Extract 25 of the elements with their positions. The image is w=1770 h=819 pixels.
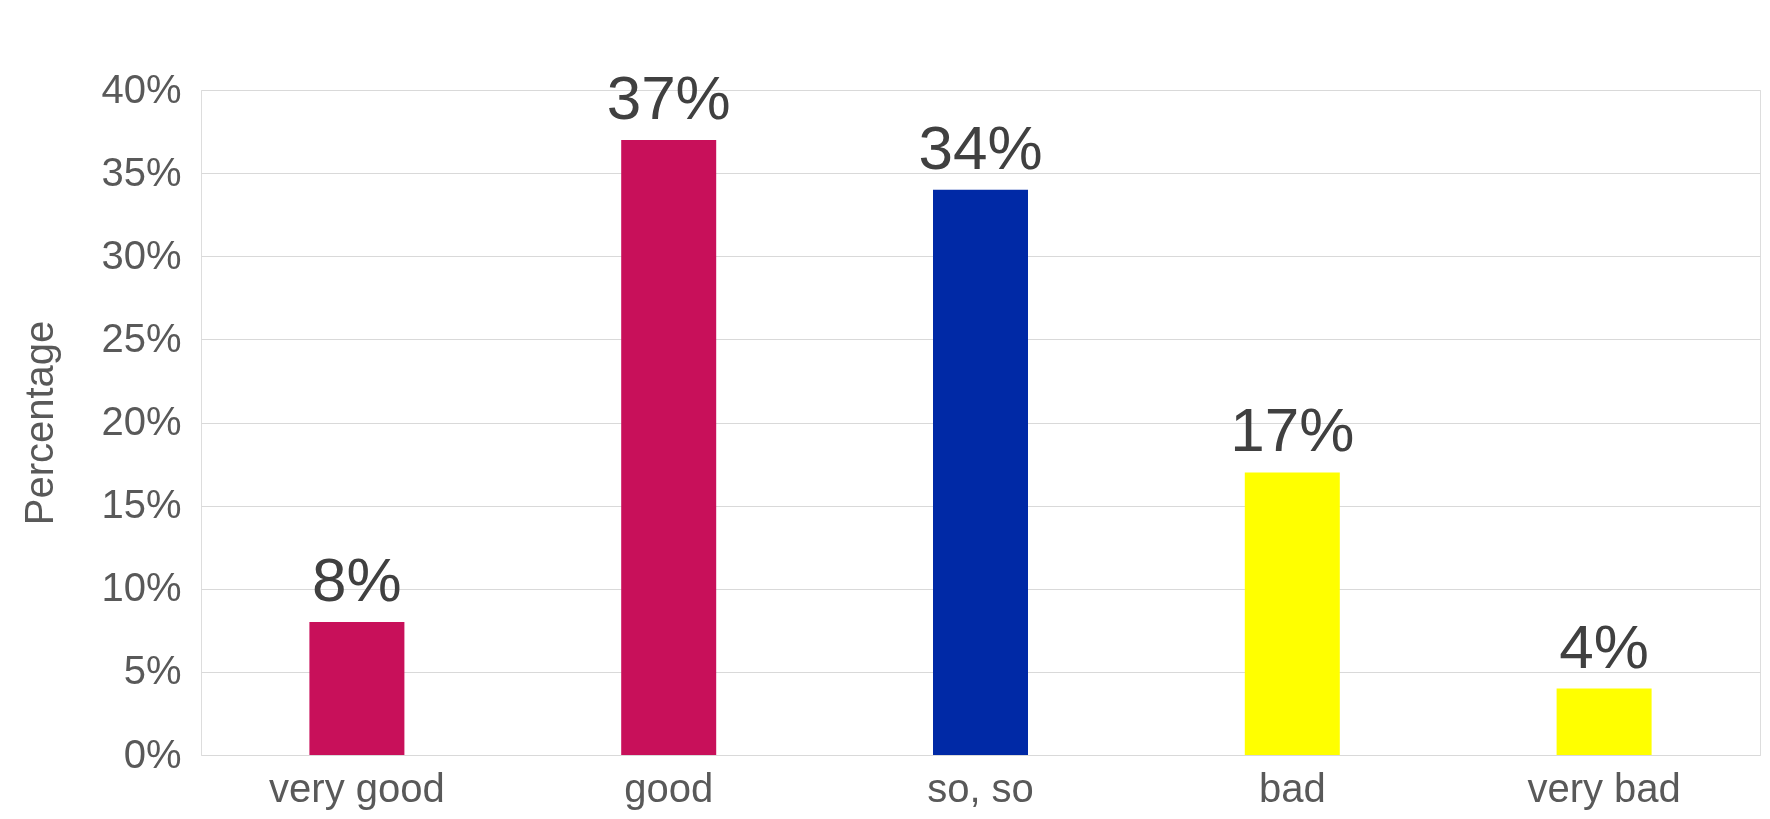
y-tick-label: 0% xyxy=(123,731,182,776)
x-tick-label: very bad xyxy=(1527,765,1681,810)
y-tick-label: 30% xyxy=(101,232,182,277)
bar xyxy=(1244,472,1340,755)
y-tick-label: 15% xyxy=(101,482,182,527)
data-label: 4% xyxy=(1559,611,1649,681)
data-label: 37% xyxy=(606,62,731,132)
bar xyxy=(309,622,405,755)
data-label: 8% xyxy=(312,545,402,614)
data-label: 17% xyxy=(1230,395,1355,465)
data-label: 34% xyxy=(918,112,1043,182)
y-axis-title: Percentage xyxy=(17,320,62,526)
bar xyxy=(1556,688,1652,755)
y-tick-label: 10% xyxy=(101,565,182,610)
x-tick-label: good xyxy=(624,765,714,810)
x-tick-label: very good xyxy=(269,765,445,810)
y-tick-label: 40% xyxy=(101,66,182,111)
y-tick-label: 35% xyxy=(101,149,182,194)
x-tick-label: so, so xyxy=(927,765,1034,810)
y-tick-label: 20% xyxy=(101,399,182,443)
x-tick-label: bad xyxy=(1258,765,1326,810)
bar xyxy=(933,189,1028,755)
bar xyxy=(621,139,717,755)
y-tick-label: 25% xyxy=(101,315,182,360)
y-tick-label: 5% xyxy=(123,648,182,693)
